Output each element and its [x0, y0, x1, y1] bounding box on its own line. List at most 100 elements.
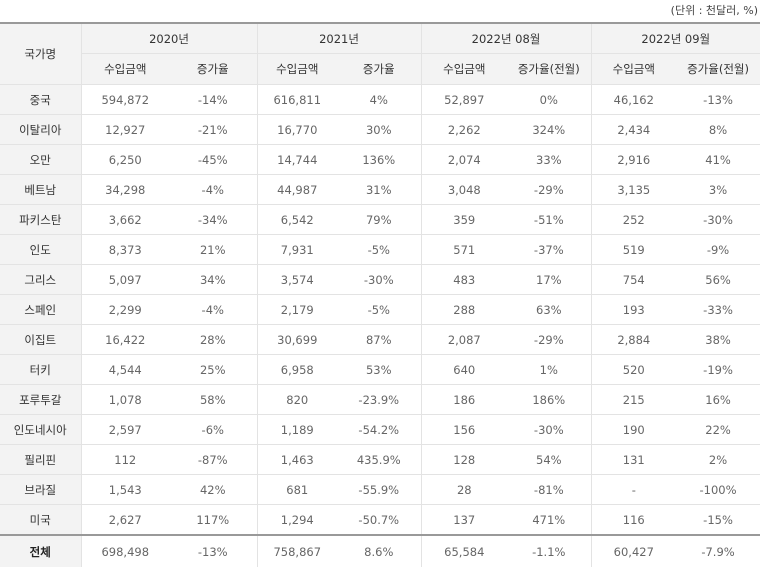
growth-rate-cell: -33%	[676, 295, 760, 325]
import-amount-cell: 520	[591, 355, 676, 385]
import-amount-cell: 3,135	[591, 175, 676, 205]
import-amount-cell: 6,542	[257, 205, 337, 235]
growth-rate-cell: -50.7%	[337, 505, 421, 536]
growth-rate-cell: -45%	[169, 145, 257, 175]
import-amount-cell: 820	[257, 385, 337, 415]
import-amount-cell: 2,916	[591, 145, 676, 175]
growth-rate-cell: -14%	[169, 85, 257, 115]
country-name: 스페인	[0, 295, 81, 325]
country-name: 이탈리아	[0, 115, 81, 145]
growth-rate-cell: -5%	[337, 235, 421, 265]
import-amount-cell: 60,427	[591, 535, 676, 567]
import-amount-cell: -	[591, 475, 676, 505]
growth-rate-cell: -1.1%	[507, 535, 591, 567]
import-amount-cell: 112	[81, 445, 169, 475]
import-amount-cell: 46,162	[591, 85, 676, 115]
growth-rate-cell: 16%	[676, 385, 760, 415]
country-name: 파키스탄	[0, 205, 81, 235]
import-amount-cell: 2,087	[421, 325, 507, 355]
growth-rate-cell: 186%	[507, 385, 591, 415]
country-name: 전체	[0, 535, 81, 567]
sub-header-rate: 증가율	[337, 54, 421, 85]
growth-rate-cell: -51%	[507, 205, 591, 235]
import-amount-cell: 2,434	[591, 115, 676, 145]
import-amount-cell: 3,048	[421, 175, 507, 205]
sub-header-rate: 증가율	[169, 54, 257, 85]
growth-rate-cell: -4%	[169, 295, 257, 325]
growth-rate-cell: -21%	[169, 115, 257, 145]
import-amount-cell: 2,262	[421, 115, 507, 145]
import-amount-cell: 288	[421, 295, 507, 325]
import-amount-cell: 128	[421, 445, 507, 475]
import-amount-cell: 7,931	[257, 235, 337, 265]
sub-header-rate: 증가율(전월)	[676, 54, 760, 85]
growth-rate-cell: -13%	[169, 535, 257, 567]
growth-rate-cell: 4%	[337, 85, 421, 115]
import-amount-cell: 12,927	[81, 115, 169, 145]
import-amount-cell: 44,987	[257, 175, 337, 205]
country-name: 베트남	[0, 175, 81, 205]
import-amount-cell: 34,298	[81, 175, 169, 205]
growth-rate-cell: 22%	[676, 415, 760, 445]
import-amount-cell: 5,097	[81, 265, 169, 295]
import-amount-cell: 131	[591, 445, 676, 475]
growth-rate-cell: -87%	[169, 445, 257, 475]
import-amount-cell: 758,867	[257, 535, 337, 567]
growth-rate-cell: -100%	[676, 475, 760, 505]
import-table: 국가명 2020년 2021년 2022년 08월 2022년 09월 수입금액…	[0, 22, 760, 567]
period-header-2020: 2020년	[81, 23, 257, 54]
growth-rate-cell: -37%	[507, 235, 591, 265]
import-amount-cell: 14,744	[257, 145, 337, 175]
growth-rate-cell: 54%	[507, 445, 591, 475]
import-amount-cell: 186	[421, 385, 507, 415]
import-amount-cell: 252	[591, 205, 676, 235]
growth-rate-cell: 79%	[337, 205, 421, 235]
import-amount-cell: 616,811	[257, 85, 337, 115]
growth-rate-cell: 34%	[169, 265, 257, 295]
period-header-2022-08: 2022년 08월	[421, 23, 591, 54]
growth-rate-cell: 42%	[169, 475, 257, 505]
import-amount-cell: 30,699	[257, 325, 337, 355]
growth-rate-cell: 471%	[507, 505, 591, 536]
sub-header-amount: 수입금액	[591, 54, 676, 85]
import-amount-cell: 2,597	[81, 415, 169, 445]
import-amount-cell: 1,078	[81, 385, 169, 415]
growth-rate-cell: 30%	[337, 115, 421, 145]
growth-rate-cell: -19%	[676, 355, 760, 385]
sub-header-amount: 수입금액	[421, 54, 507, 85]
sub-header-rate: 증가율(전월)	[507, 54, 591, 85]
growth-rate-cell: -13%	[676, 85, 760, 115]
import-amount-cell: 6,250	[81, 145, 169, 175]
import-amount-cell: 215	[591, 385, 676, 415]
growth-rate-cell: 31%	[337, 175, 421, 205]
growth-rate-cell: 28%	[169, 325, 257, 355]
import-amount-cell: 16,422	[81, 325, 169, 355]
growth-rate-cell: 58%	[169, 385, 257, 415]
country-name: 인도	[0, 235, 81, 265]
import-amount-cell: 2,179	[257, 295, 337, 325]
import-amount-cell: 754	[591, 265, 676, 295]
import-amount-cell: 3,574	[257, 265, 337, 295]
growth-rate-cell: -30%	[676, 205, 760, 235]
import-amount-cell: 2,074	[421, 145, 507, 175]
growth-rate-cell: 2%	[676, 445, 760, 475]
country-column-header: 국가명	[0, 23, 81, 85]
sub-header-amount: 수입금액	[257, 54, 337, 85]
import-amount-cell: 116	[591, 505, 676, 536]
growth-rate-cell: 117%	[169, 505, 257, 536]
import-amount-cell: 1,189	[257, 415, 337, 445]
growth-rate-cell: -34%	[169, 205, 257, 235]
import-amount-cell: 594,872	[81, 85, 169, 115]
growth-rate-cell: -9%	[676, 235, 760, 265]
import-amount-cell: 1,294	[257, 505, 337, 536]
